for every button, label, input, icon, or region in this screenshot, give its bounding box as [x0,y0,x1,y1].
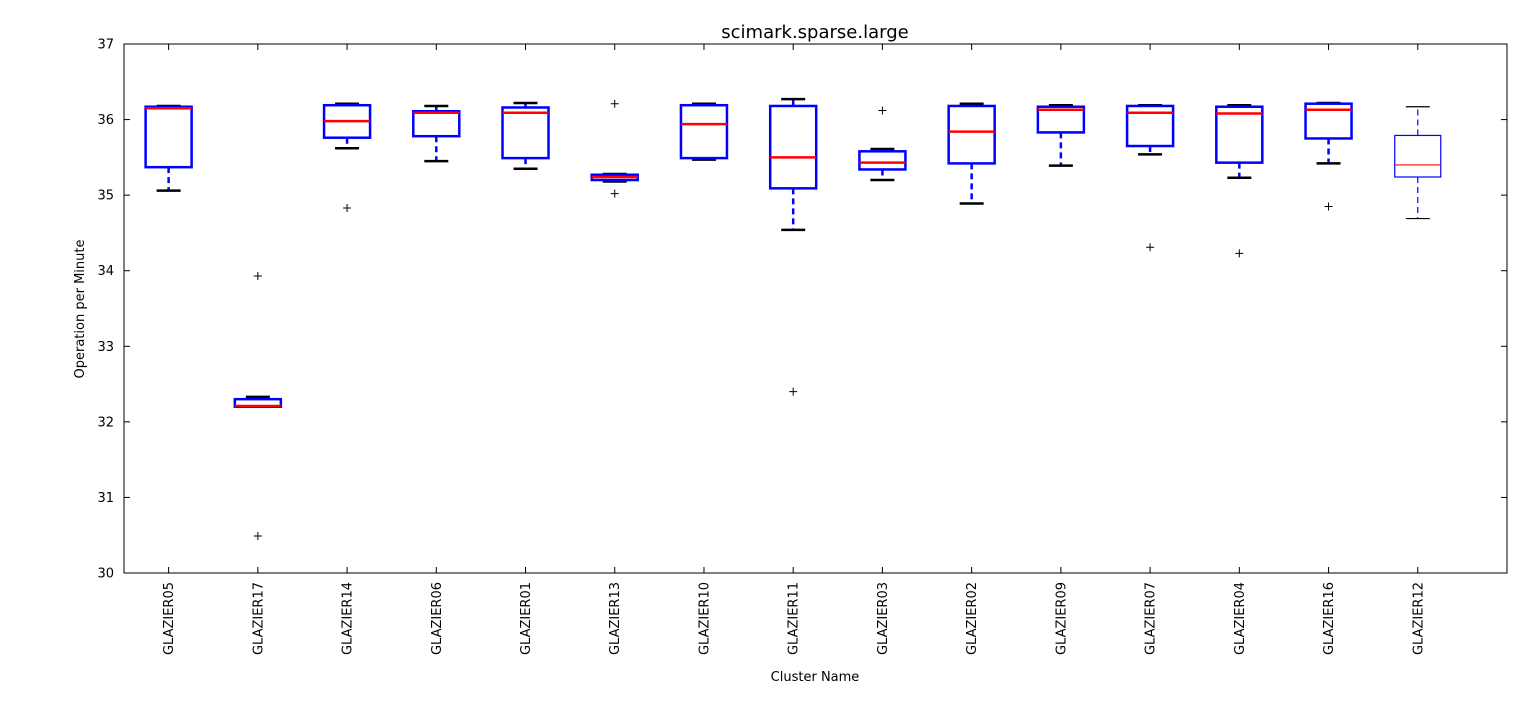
x-tick-label: GLAZIER14 [341,582,356,655]
x-tick-label: GLAZIER05 [162,582,177,655]
outlier-marker [878,106,887,115]
x-tick-label: GLAZIER01 [519,582,534,655]
box-iqr [501,106,550,160]
box-iqr [144,105,193,169]
x-axis-title: Cluster Name [771,670,860,685]
chart-title: scimark.sparse.large [721,22,908,43]
box-iqr [1215,105,1264,164]
box-iqr [768,104,818,190]
plot-area: 30 31 32 33 34 35 36 37 GLAZIER05 GLAZIER17 GLAZIE… [97,38,1508,655]
y-tick-label: 32 [97,415,114,430]
outlier-marker [1235,249,1244,258]
x-tick-label: GLAZIER02 [965,582,980,655]
plot-frame [123,43,1508,574]
box-iqr [1125,104,1175,148]
y-tick-label: 36 [97,113,114,128]
x-tick-label: GLAZIER16 [1322,582,1337,655]
box-iqr [947,104,996,165]
outlier-marker [343,203,352,212]
x-tick-label: GLAZIER10 [697,582,712,655]
y-tick-label: 34 [97,264,114,279]
y-tick-label: 30 [97,567,114,582]
y-tick-label: 31 [97,491,114,506]
x-tick-label: GLAZIER17 [251,582,266,655]
x-tick-label: GLAZIER07 [1144,582,1159,655]
outlier-marker [253,272,262,281]
box-iqr [679,103,729,160]
x-tick-label: GLAZIER06 [430,582,445,655]
outlier-marker [1324,202,1333,211]
x-tick-label: GLAZIER09 [1054,582,1069,655]
y-tick-label: 33 [97,340,114,355]
outlier-marker [1146,243,1155,252]
y-axis-title: Operation per Minute [73,240,88,379]
outlier-marker [789,387,798,396]
box-iqr [1036,105,1086,134]
box-iqr [412,110,461,138]
y-tick-label: 35 [97,189,114,204]
x-tick-label: GLAZIER12 [1411,582,1426,655]
x-tick-label: GLAZIER13 [608,582,623,655]
box-iqr [1394,134,1442,178]
outlier-marker [610,99,619,108]
y-tick-label: 37 [97,38,114,53]
outlier-marker [610,189,619,198]
x-tick-label: GLAZIER11 [787,582,802,655]
x-tick-label: GLAZIER03 [876,582,891,655]
outlier-marker [253,531,262,540]
box-iqr [858,150,907,171]
box-iqr [1304,102,1353,140]
x-tick-label: GLAZIER04 [1233,582,1248,655]
